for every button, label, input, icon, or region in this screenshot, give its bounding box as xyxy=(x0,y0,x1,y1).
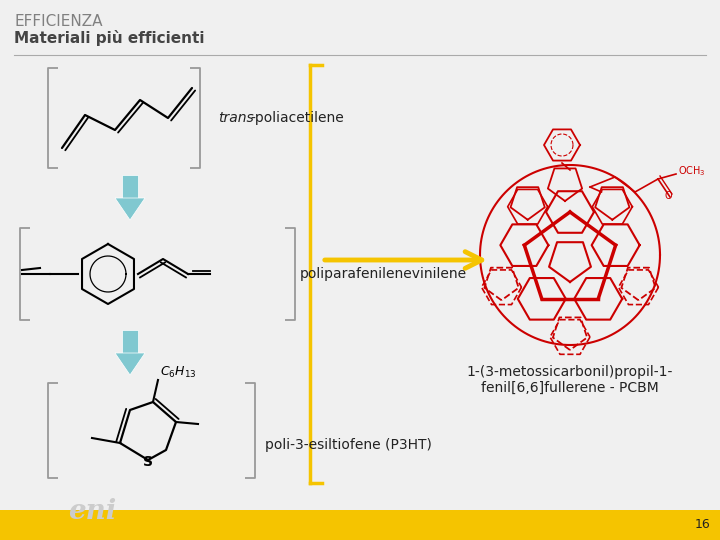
Text: S: S xyxy=(143,455,153,469)
Text: trans: trans xyxy=(218,111,253,125)
Text: OCH$_3$: OCH$_3$ xyxy=(678,164,706,178)
Bar xyxy=(122,330,138,353)
Bar xyxy=(0,510,720,540)
Bar xyxy=(122,175,138,198)
Text: poli-3-esiltiofene (P3HT): poli-3-esiltiofene (P3HT) xyxy=(265,438,432,452)
Text: eni: eni xyxy=(68,498,116,525)
Text: -poliacetilene: -poliacetilene xyxy=(250,111,343,125)
Text: $C_6H_{13}$: $C_6H_{13}$ xyxy=(160,365,197,380)
Text: 1-(3-metossicarbonil)propil-1-: 1-(3-metossicarbonil)propil-1- xyxy=(467,365,673,379)
Text: poliparafenilenevinilene: poliparafenilenevinilene xyxy=(300,267,467,281)
Text: Materiali più efficienti: Materiali più efficienti xyxy=(14,30,204,46)
Text: EFFICIENZA: EFFICIENZA xyxy=(14,14,102,29)
Text: O: O xyxy=(664,191,672,201)
Polygon shape xyxy=(115,198,145,220)
Text: 16: 16 xyxy=(695,518,711,531)
Text: fenil[6,6]fullerene - PCBM: fenil[6,6]fullerene - PCBM xyxy=(481,381,659,395)
Polygon shape xyxy=(115,353,145,375)
